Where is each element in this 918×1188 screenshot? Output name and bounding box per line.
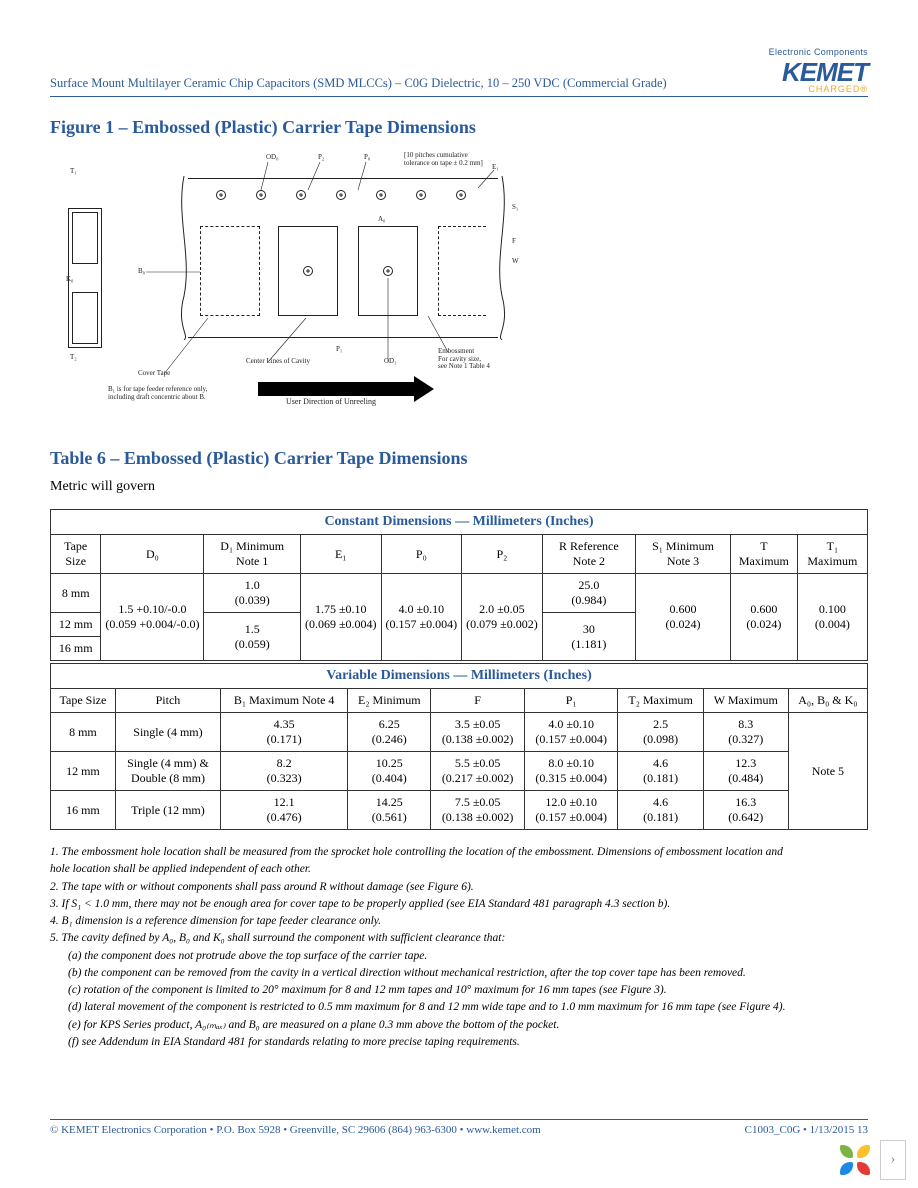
viewer-logo-icon bbox=[840, 1145, 870, 1175]
viewer-nav: › bbox=[840, 1140, 906, 1180]
figure1-diagram: T₁ T₂ K₀ OD₀ P₂ P₀ [10 pitches cumulativ… bbox=[68, 148, 528, 418]
col-t: T Maximum bbox=[730, 535, 797, 574]
table6-subcaption: Metric will govern bbox=[50, 479, 868, 495]
constant-group-header: Constant Dimensions — Millimeters (Inche… bbox=[51, 510, 868, 535]
vcol-p1: P₁ bbox=[524, 689, 618, 713]
vcol-f: F bbox=[431, 689, 525, 713]
vcol-abk: A₀, B₀ & K₀ bbox=[788, 689, 867, 713]
note-line: (a) the component does not protrude abov… bbox=[50, 948, 868, 965]
note-line: 5. The cavity defined by A₀, B₀ and K₀ s… bbox=[50, 930, 868, 947]
footer-right: C1003_C0G • 1/13/2015 13 bbox=[745, 1124, 868, 1136]
col-r: R Reference Note 2 bbox=[542, 535, 635, 574]
col-tapesize: Tape Size bbox=[51, 535, 101, 574]
note-line: 3. If S₁ < 1.0 mm, there may not be enou… bbox=[50, 896, 868, 913]
next-page-button[interactable]: › bbox=[880, 1140, 906, 1180]
vcol-b1: B₁ Maximum Note 4 bbox=[221, 689, 348, 713]
note-line: (f) see Addendum in EIA Standard 481 for… bbox=[50, 1034, 868, 1051]
col-d1: D₁ Minimum Note 1 bbox=[204, 535, 300, 574]
note-line: 2. The tape with or without components s… bbox=[50, 879, 868, 896]
note-line: 1. The embossment hole location shall be… bbox=[50, 844, 868, 861]
note-line: (d) lateral movement of the component is… bbox=[50, 999, 868, 1016]
col-p0: P₀ bbox=[381, 535, 462, 574]
notes-block: 1. The embossment hole location shall be… bbox=[50, 844, 868, 1051]
col-t1: T₁ Maximum bbox=[797, 535, 867, 574]
table-row: 16 mm Triple (12 mm) 12.1 (0.476) 14.25 … bbox=[51, 791, 868, 830]
table-row: 8 mm 1.5 +0.10/-0.0 (0.059 +0.004/-0.0) … bbox=[51, 574, 868, 613]
page-footer: © KEMET Electronics Corporation • P.O. B… bbox=[50, 1119, 868, 1136]
brand-logo: Electronic Components KEMET CHARGED® bbox=[769, 48, 868, 94]
note-line: (c) rotation of the component is limited… bbox=[50, 982, 868, 999]
note-line: 4. B₁ dimension is a reference dimension… bbox=[50, 913, 868, 930]
figure1-title: Figure 1 – Embossed (Plastic) Carrier Ta… bbox=[50, 117, 868, 138]
doc-title: Surface Mount Multilayer Ceramic Chip Ca… bbox=[50, 48, 667, 91]
vcol-w: W Maximum bbox=[703, 689, 788, 713]
constant-dimensions-table: Constant Dimensions — Millimeters (Inche… bbox=[50, 509, 868, 661]
chevron-right-icon: › bbox=[891, 1152, 896, 1168]
table-row: 8 mm Single (4 mm) 4.35 (0.171) 6.25 (0.… bbox=[51, 713, 868, 752]
vcol-t2: T₂ Maximum bbox=[618, 689, 703, 713]
col-s1: S₁ Minimum Note 3 bbox=[636, 535, 731, 574]
logo-tagline-top: Electronic Components bbox=[769, 48, 868, 57]
footer-left: © KEMET Electronics Corporation • P.O. B… bbox=[50, 1124, 541, 1136]
variable-dimensions-table: Variable Dimensions — Millimeters (Inche… bbox=[50, 663, 868, 830]
note-line: (e) for KPS Series product, A₀₍ₘₐₓ₎ and … bbox=[50, 1017, 868, 1034]
variable-group-header: Variable Dimensions — Millimeters (Inche… bbox=[51, 664, 868, 689]
col-d0: D₀ bbox=[101, 535, 204, 574]
note-line: (b) the component can be removed from th… bbox=[50, 965, 868, 982]
note-line: hole location shall be applied independe… bbox=[50, 861, 868, 878]
page-header: Surface Mount Multilayer Ceramic Chip Ca… bbox=[50, 48, 868, 97]
vcol-e2: E₂ Minimum bbox=[348, 689, 431, 713]
table6-title: Table 6 – Embossed (Plastic) Carrier Tap… bbox=[50, 448, 868, 469]
vcol-pitch: Pitch bbox=[115, 689, 220, 713]
vcol-tapesize: Tape Size bbox=[51, 689, 116, 713]
col-e1: E₁ bbox=[300, 535, 381, 574]
table-row: 12 mm Single (4 mm) & Double (8 mm) 8.2 … bbox=[51, 752, 868, 791]
col-p2: P₂ bbox=[462, 535, 543, 574]
logo-text: KEMET bbox=[782, 57, 868, 87]
